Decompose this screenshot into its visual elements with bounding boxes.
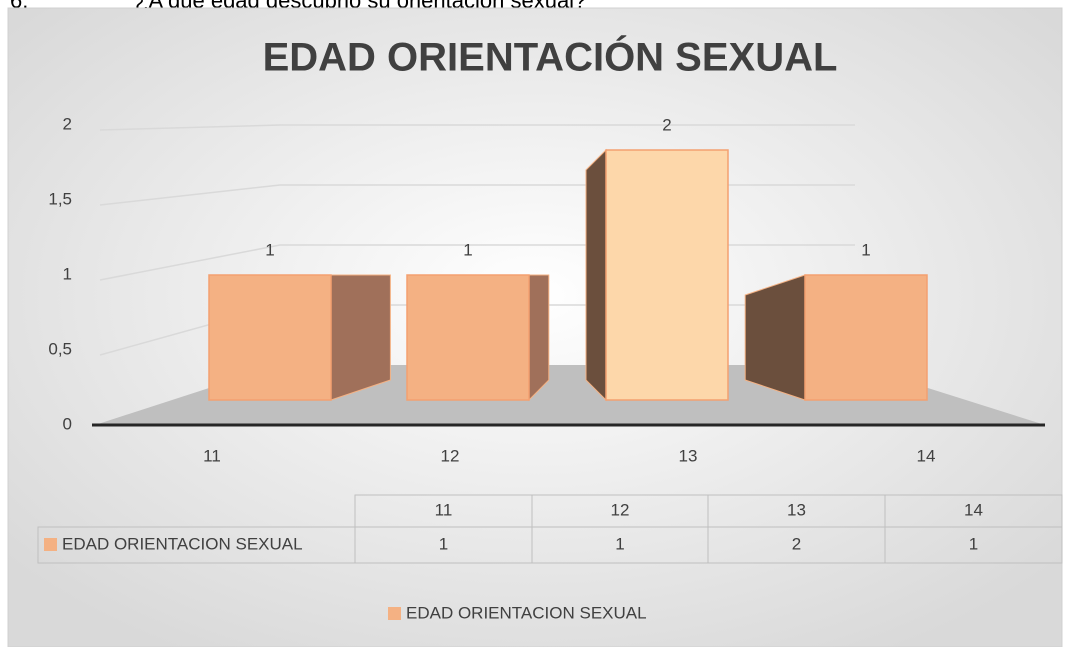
table-header: 11: [435, 500, 453, 519]
legend-key: [388, 607, 401, 620]
table-value: 2: [792, 534, 801, 553]
table-header: 13: [787, 500, 806, 519]
table-value: 1: [615, 534, 624, 553]
bar-side: [744, 274, 806, 401]
bar-side: [585, 148, 607, 402]
bar: [406, 274, 530, 401]
bar: [804, 274, 928, 401]
table-header: 12: [611, 500, 630, 519]
x-tick-label: 11: [203, 446, 221, 465]
table-legend-key: [44, 538, 57, 551]
y-tick-label: 2: [63, 114, 72, 133]
y-tick-label: 1: [63, 264, 72, 283]
chart-title: EDAD ORIENTACIÓN SEXUAL: [263, 34, 838, 80]
table-header: 14: [964, 500, 983, 519]
bar-side: [330, 274, 391, 401]
bar: [605, 149, 729, 401]
table-cell: [884, 526, 1063, 564]
x-tick-label: 14: [917, 446, 936, 465]
y-tick-label: 0: [63, 414, 72, 433]
table-series-name: EDAD ORIENTACION SEXUAL: [62, 534, 303, 553]
bar-side: [528, 274, 550, 402]
data-label: 1: [463, 240, 472, 259]
data-label: 2: [662, 115, 671, 134]
data-label: 1: [861, 240, 870, 259]
table-value: 1: [969, 534, 978, 553]
legend-label: EDAD ORIENTACION SEXUAL: [406, 603, 647, 622]
x-tick-label: 13: [679, 446, 698, 465]
y-tick-label: 0,5: [48, 339, 72, 358]
table-value: 1: [439, 534, 448, 553]
bar: [208, 274, 332, 401]
data-label: 1: [265, 240, 274, 259]
grid-line: [99, 124, 855, 131]
y-tick-label: 1,5: [48, 189, 72, 208]
x-tick-label: 12: [441, 446, 460, 465]
